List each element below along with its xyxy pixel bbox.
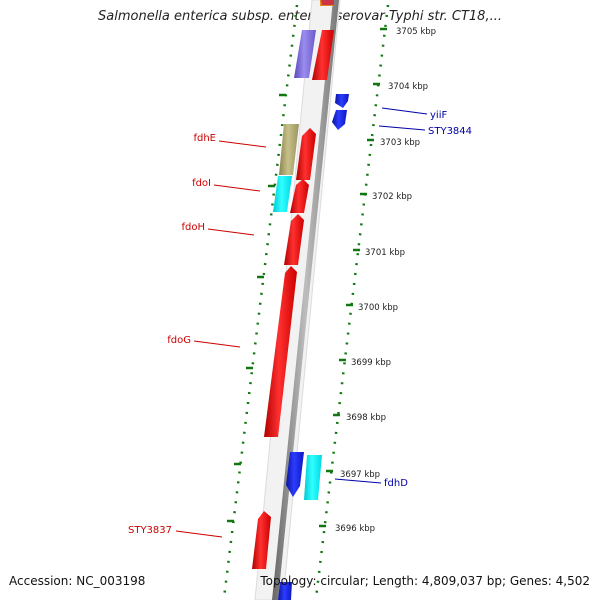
leader-STY3837 <box>175 530 223 538</box>
ruler-label-3702: 3702 kbp <box>372 192 412 202</box>
label-fdoG: fdoG <box>167 335 191 346</box>
ruler-label-3705: 3705 kbp <box>396 27 436 37</box>
ruler-label-3700: 3700 kbp <box>358 303 398 313</box>
leader-fdoI <box>213 184 261 192</box>
map-title: Salmonella enterica subsp. enterica sero… <box>98 9 502 24</box>
ruler-label-3703: 3703 kbp <box>380 138 420 148</box>
label-fdoH: fdoH <box>181 222 205 233</box>
accession-text: Accession: NC_003198 <box>9 574 146 588</box>
ruler-label-3704: 3704 kbp <box>388 82 428 92</box>
label-STY3837: STY3837 <box>128 525 172 536</box>
gene-labels: yiiF STY3844 fdhE fdoI fdoH fdoG fdhD ST… <box>128 110 472 536</box>
leader-fdoG <box>193 340 241 348</box>
leader-fdoH <box>207 228 255 236</box>
reverse-genes <box>286 94 349 500</box>
label-STY3844: STY3844 <box>428 126 472 137</box>
gene-unlabeled-blue <box>286 452 304 497</box>
gene-fdoI <box>290 179 309 213</box>
outer-ruler-ticks <box>319 27 387 528</box>
backbone-line <box>272 0 339 600</box>
gene-fdoH <box>284 214 304 265</box>
gene-fdhD <box>304 455 322 500</box>
label-yiiF: yiiF <box>430 110 447 121</box>
gene-STY3844 <box>332 110 347 130</box>
backbone <box>254 0 341 600</box>
ruler-labels: 3705 kbp 3704 kbp 3703 kbp 3702 kbp 3701… <box>335 27 436 534</box>
gene-block <box>312 30 334 80</box>
leader-STY3844 <box>378 125 426 131</box>
gene-block-bottom <box>278 582 292 600</box>
ruler-label-3696: 3696 kbp <box>335 524 375 534</box>
gene-yiiF <box>335 94 349 108</box>
gene-fdoI-block <box>273 176 292 212</box>
leader-fdhE <box>218 140 267 148</box>
gene-fdoG <box>264 266 297 437</box>
leader-fdhD <box>334 478 382 484</box>
forward-genes <box>252 124 316 600</box>
label-fdhE: fdhE <box>193 133 216 144</box>
gene-fdhE <box>296 128 316 180</box>
ruler-label-3701: 3701 kbp <box>365 248 405 258</box>
inner-ruler-ticks <box>227 93 286 523</box>
leader-yiiF <box>381 107 428 115</box>
ruler-label-3699: 3699 kbp <box>351 358 391 368</box>
label-fdoI: fdoI <box>192 178 211 189</box>
label-fdhD: fdhD <box>384 478 408 489</box>
topology-text: Topology: circular; Length: 4,809,037 bp… <box>260 574 590 588</box>
gene-STY3837 <box>252 511 271 569</box>
gene-block <box>321 0 334 5</box>
gene-block <box>294 30 316 78</box>
gene-fdhE-block <box>279 124 299 175</box>
ruler-label-3698: 3698 kbp <box>346 413 386 423</box>
label-leaders <box>175 107 428 538</box>
ruler-label-3697: 3697 kbp <box>340 470 380 480</box>
feature-blocks <box>294 0 334 80</box>
